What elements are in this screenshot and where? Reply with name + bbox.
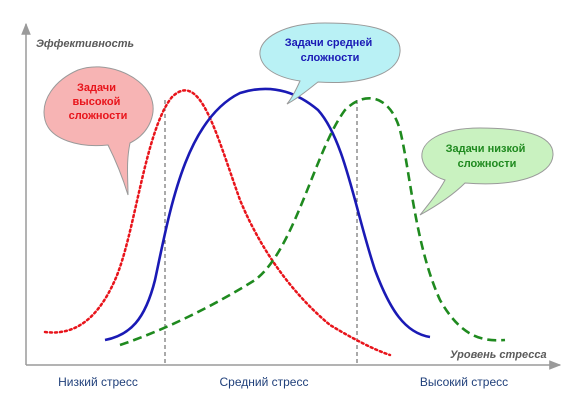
bubble-medium-complexity: Задачи средней сложности <box>259 22 401 105</box>
zone-label-low: Низкий стресс <box>58 375 138 389</box>
zone-label-medium: Средний стресс <box>220 375 309 389</box>
bubble-high-line-1: Задачи <box>77 82 116 94</box>
zone-label-high: Высокий стресс <box>420 375 508 389</box>
bubble-high-complexity: Задачи высокой сложности <box>43 66 154 196</box>
svg-text:Задачи средней сложности: Задачи средней сложности <box>285 37 376 64</box>
bubble-low-complexity: Задачи низкой сложности <box>419 127 554 216</box>
bubble-medium-line-2: сложности <box>301 52 360 64</box>
bubble-low-line-2: сложности <box>458 158 517 170</box>
curve-high-complexity <box>43 89 392 357</box>
bubble-medium-line-1: Задачи средней <box>285 37 373 49</box>
y-axis-title: Эффективность <box>36 38 134 50</box>
x-axis-title: Уровень стресса <box>450 349 547 361</box>
svg-text:Задачи низкой сложности: Задачи низкой сложности <box>446 143 529 170</box>
bubble-high-line-3: сложности <box>69 110 128 122</box>
bubble-low-line-1: Задачи низкой <box>446 143 526 155</box>
bubble-high-line-2: высокой <box>73 96 121 108</box>
curve-medium-complexity <box>104 87 431 342</box>
curve-low-complexity <box>119 97 506 347</box>
svg-text:Задачи высокой сло: Задачи высокой сложности <box>69 82 128 122</box>
